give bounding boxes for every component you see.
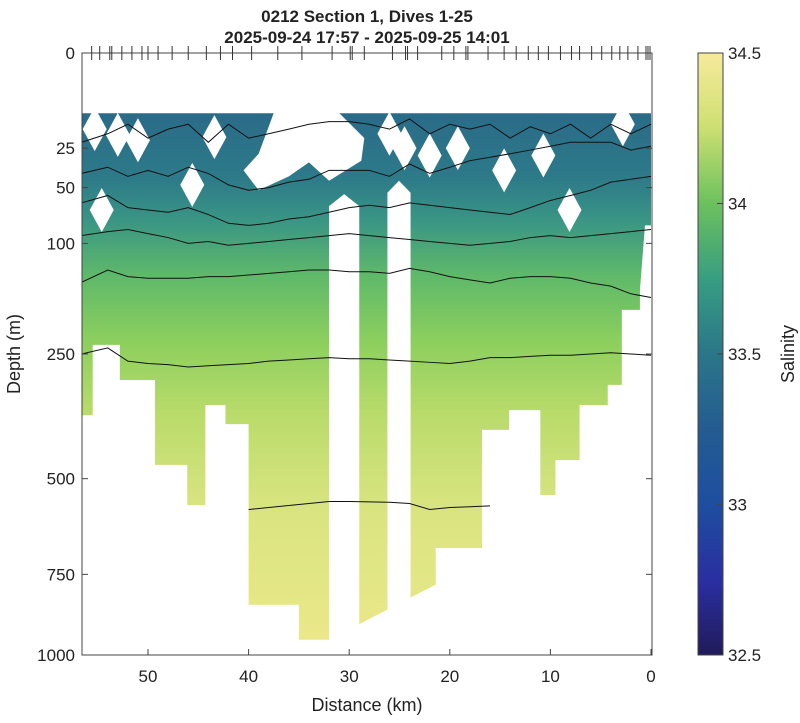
- data-hole: [531, 133, 556, 178]
- data-hole: [492, 148, 517, 193]
- contour-line: [82, 175, 652, 226]
- contour-line: [82, 118, 652, 143]
- data-hole: [125, 118, 150, 163]
- colorbar-ticks: 34.5 34 33.5 33 32.5: [717, 44, 761, 665]
- y-tick-label: 25: [56, 139, 75, 158]
- y-tick-label: 250: [47, 345, 75, 364]
- colorbar-tick-label: 34: [728, 195, 747, 214]
- contour-line: [82, 347, 652, 368]
- y-axis-label: Depth (m): [4, 314, 24, 394]
- y-tick-label: 500: [47, 470, 75, 489]
- colorbar-tick-label: 33: [728, 496, 747, 515]
- colorbar-label: Salinity: [778, 325, 798, 383]
- data-hole: [610, 102, 635, 147]
- y-tick-label: 100: [47, 234, 75, 253]
- colorbar-tick-label: 34.5: [728, 44, 761, 63]
- salinity-field: [82, 113, 651, 640]
- y-tick-label: 1000: [37, 646, 75, 665]
- data-gap: [329, 194, 360, 655]
- colorbar-tick-label: 33.5: [728, 345, 761, 364]
- x-tick-label: 10: [541, 667, 560, 686]
- x-tick-label: 50: [139, 667, 158, 686]
- contour-line: [82, 267, 652, 299]
- contour-line: [248, 500, 491, 510]
- y-tick-label: 750: [47, 565, 75, 584]
- x-tick-label: 40: [239, 667, 258, 686]
- chart-title: 0212 Section 1, Dives 1-25: [261, 7, 473, 26]
- data-hole: [105, 112, 130, 157]
- y-tick-label: 50: [56, 179, 75, 198]
- y-tick-label: 0: [66, 44, 75, 63]
- contour-line: [82, 141, 652, 191]
- x-tick-label: 30: [340, 667, 359, 686]
- data-hole: [377, 111, 402, 156]
- x-axis-label: Distance (km): [311, 695, 422, 715]
- data-hole: [180, 162, 205, 207]
- data-hole: [557, 187, 582, 232]
- plot-area: [82, 102, 652, 655]
- colorbar-tick-label: 32.5: [728, 646, 761, 665]
- data-gap: [387, 180, 411, 655]
- data-hole: [445, 126, 470, 171]
- chart-subtitle: 2025-09-24 17:57 - 2025-09-25 14:01: [224, 28, 509, 47]
- x-tick-label: 0: [646, 667, 655, 686]
- x-tick-label: 20: [440, 667, 459, 686]
- contour-line: [82, 229, 652, 246]
- data-hole: [417, 133, 442, 178]
